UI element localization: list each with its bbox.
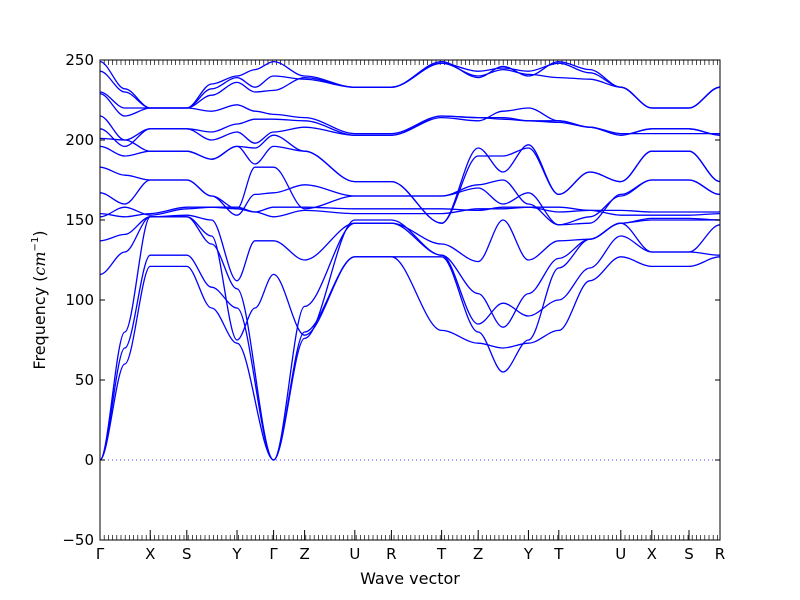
y-tick-label: 200 <box>65 131 94 149</box>
x-tick-label: X <box>647 545 657 563</box>
x-tick-label: Z <box>299 545 309 563</box>
y-tick-label: 50 <box>75 371 94 389</box>
y-axis-label: Frequency (cm−1) <box>30 230 49 369</box>
band-13 <box>100 107 720 141</box>
x-tick-label: S <box>684 545 694 563</box>
x-tick-label: Y <box>523 545 534 563</box>
y-tick-label: 100 <box>65 291 94 309</box>
y-axis-unit-exponent: −1 <box>30 237 41 252</box>
y-tick-label: 250 <box>65 51 94 69</box>
band-9 <box>100 166 720 226</box>
x-tick-label: Γ <box>96 545 105 563</box>
x-tick-label: Z <box>473 545 483 563</box>
y-axis-unit: cm <box>30 251 49 275</box>
band-5 <box>100 214 720 282</box>
x-tick-label: Y <box>231 545 242 563</box>
x-tick-label: X <box>145 545 155 563</box>
x-tick-label: R <box>715 545 725 563</box>
y-axis-label-text: Frequency <box>30 287 49 370</box>
dispersion-bands <box>100 60 720 461</box>
y-tick-label: −50 <box>62 531 94 549</box>
y-tick-label: 150 <box>65 211 94 229</box>
x-tick-label: U <box>349 545 360 563</box>
x-tick-label: R <box>386 545 396 563</box>
band-17 <box>100 60 720 109</box>
x-tick-label: T <box>553 545 564 563</box>
band-6 <box>100 206 720 218</box>
x-axis-label: Wave vector <box>360 569 460 588</box>
band-14 <box>100 92 720 135</box>
y-tick-label: 0 <box>84 451 94 469</box>
x-tick-label: Γ <box>269 545 278 563</box>
y-axis-ticks: −50 0 50 100 150 200 250 <box>62 51 720 549</box>
x-tick-label: T <box>436 545 447 563</box>
x-tick-label: S <box>182 545 192 563</box>
band-7 <box>100 206 720 218</box>
band-11 <box>100 134 720 224</box>
x-tick-label: U <box>615 545 626 563</box>
